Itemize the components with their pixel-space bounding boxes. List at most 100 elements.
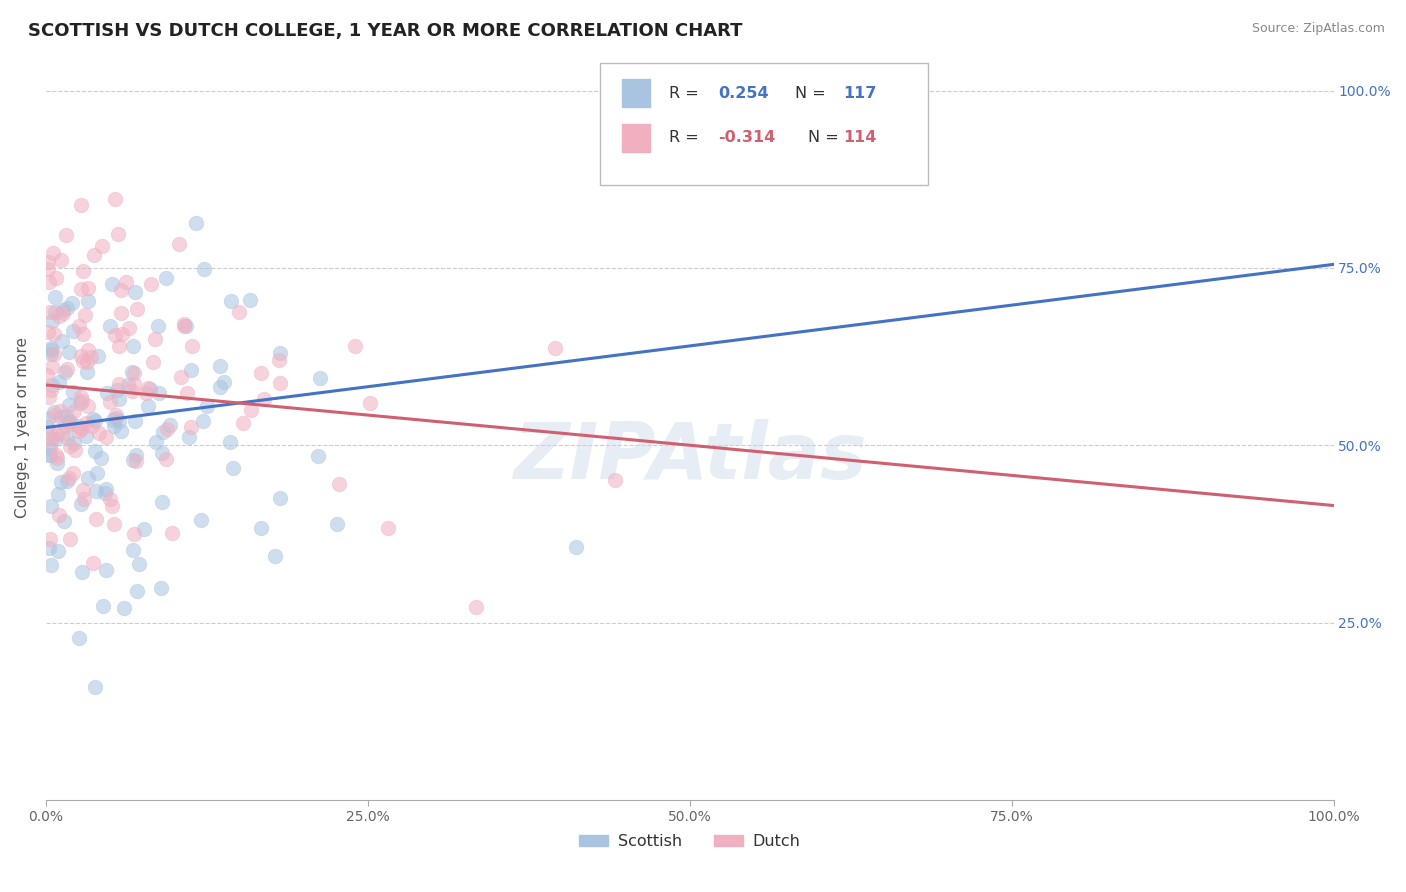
Point [46, 487, 69, 501]
Point [114, 275, 136, 289]
Point [80, 419, 103, 434]
Point [104, 192, 127, 206]
Point [51, 427, 73, 442]
Point [42, 408, 65, 422]
Text: 0.254: 0.254 [718, 86, 769, 101]
Point [52, 302, 75, 317]
Point [269, 346, 291, 360]
Point [252, 392, 274, 406]
Point [48, 508, 70, 523]
Point [76, 293, 98, 308]
Point [75, 416, 97, 430]
Point [173, 317, 195, 331]
FancyBboxPatch shape [599, 62, 928, 186]
Point [48, 375, 70, 389]
Point [101, 413, 124, 427]
Point [269, 491, 291, 505]
Point [44, 327, 66, 342]
Point [82, 556, 104, 570]
Point [37, 325, 59, 339]
Point [94, 563, 117, 577]
Point [228, 305, 250, 319]
Point [63, 442, 86, 457]
Point [51, 410, 73, 425]
Text: N =: N = [796, 86, 831, 101]
Point [238, 293, 260, 307]
Point [37, 368, 59, 382]
Text: -0.314: -0.314 [718, 130, 775, 145]
Point [49, 475, 72, 490]
Point [72, 354, 94, 368]
Point [136, 381, 159, 395]
Point [219, 435, 242, 450]
Point [193, 414, 215, 428]
Text: 117: 117 [844, 86, 876, 101]
Point [110, 283, 132, 297]
Point [39, 305, 62, 319]
Point [69, 396, 91, 410]
Point [46, 426, 69, 441]
Point [44, 432, 66, 446]
Point [39, 343, 62, 357]
Point [111, 326, 134, 341]
Point [193, 262, 215, 277]
FancyBboxPatch shape [621, 124, 650, 152]
Point [45, 451, 67, 466]
Point [72, 491, 94, 506]
Point [177, 430, 200, 444]
Point [87, 349, 110, 363]
Point [91, 239, 114, 253]
Point [170, 369, 193, 384]
Point [105, 409, 128, 423]
Point [190, 513, 212, 527]
Point [101, 499, 124, 513]
Point [105, 383, 128, 397]
Point [39, 441, 62, 455]
Point [112, 601, 135, 615]
Point [63, 404, 86, 418]
Point [122, 376, 145, 391]
Point [184, 216, 207, 230]
Point [125, 301, 148, 316]
Point [82, 412, 104, 426]
Point [39, 427, 62, 442]
Point [38, 390, 60, 404]
Text: R =: R = [669, 86, 704, 101]
Point [44, 305, 66, 319]
Point [83, 248, 105, 262]
Point [73, 308, 96, 322]
Point [56, 362, 79, 376]
Point [124, 285, 146, 300]
Point [267, 353, 290, 368]
Point [344, 339, 367, 353]
Point [94, 430, 117, 444]
Point [232, 417, 254, 431]
Point [37, 420, 59, 434]
Point [125, 584, 148, 599]
Point [39, 383, 62, 397]
Point [51, 334, 73, 348]
Point [41, 314, 63, 328]
Point [152, 425, 174, 439]
Point [62, 466, 84, 480]
Point [38, 541, 60, 556]
Point [162, 525, 184, 540]
Point [52, 305, 75, 319]
Point [72, 483, 94, 498]
Point [72, 264, 94, 278]
Point [59, 414, 82, 428]
Point [146, 319, 169, 334]
Point [39, 448, 62, 462]
Point [48, 404, 70, 418]
Point [135, 385, 157, 400]
Point [53, 419, 76, 434]
Point [110, 305, 132, 319]
Point [180, 362, 202, 376]
Point [62, 324, 84, 338]
FancyBboxPatch shape [621, 79, 650, 107]
Point [605, 474, 627, 488]
Point [122, 527, 145, 541]
Point [208, 359, 231, 373]
Point [58, 398, 80, 412]
Point [41, 377, 63, 392]
